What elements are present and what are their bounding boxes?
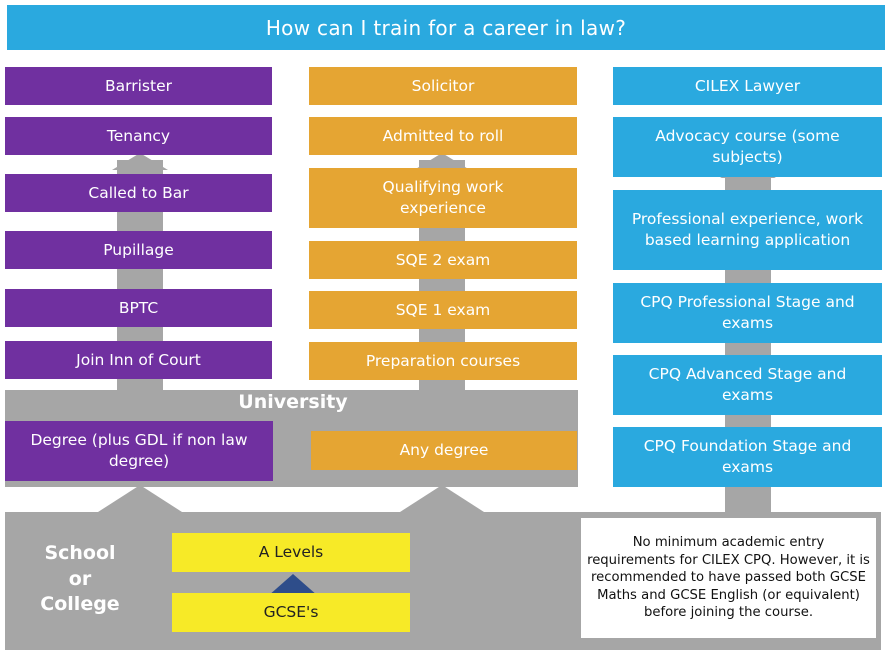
gcse-to-alevels-arrow <box>268 574 318 596</box>
solicitor-step-sqe2: SQE 2 exam <box>309 241 577 279</box>
barrister-step-bptc: BPTC <box>5 289 272 327</box>
barrister-arrow-head <box>112 153 168 170</box>
barrister-step-tenancy: Tenancy <box>5 117 272 155</box>
solicitor-header: Solicitor <box>309 67 577 105</box>
school-to-solicitor-arrow <box>400 485 484 512</box>
solicitor-degree: Any degree <box>311 431 577 470</box>
cilex-step-cpq-foundation: CPQ Foundation Stage and exams <box>613 427 882 487</box>
barrister-step-join-inn: Join Inn of Court <box>5 341 272 379</box>
school-label-line-3: College <box>40 593 120 616</box>
gcse-box: GCSE's <box>172 593 410 632</box>
page-title: How can I train for a career in law? <box>7 5 885 50</box>
cilex-step-professional-experience: Professional experience, work based lear… <box>613 190 882 270</box>
barrister-step-called-to-bar: Called to Bar <box>5 174 272 212</box>
solicitor-step-prep: Preparation courses <box>309 342 577 380</box>
solicitor-step-admitted: Admitted to roll <box>309 117 577 155</box>
cilex-step-advocacy: Advocacy course (some subjects) <box>613 117 882 177</box>
school-label: School or College <box>20 541 140 618</box>
cilex-entry-note: No minimum academic entry requirements f… <box>581 518 876 638</box>
university-label: University <box>238 391 348 413</box>
school-label-line-2: or <box>68 567 92 590</box>
solicitor-arrow-head <box>414 153 470 170</box>
solicitor-step-sqe1: SQE 1 exam <box>309 291 577 329</box>
solicitor-step-work-experience: Qualifying work experience <box>309 168 577 228</box>
barrister-step-pupillage: Pupillage <box>5 231 272 269</box>
a-levels-box: A Levels <box>172 533 410 572</box>
cilex-header: CILEX Lawyer <box>613 67 882 105</box>
barrister-header: Barrister <box>5 67 272 105</box>
cilex-step-cpq-advanced: CPQ Advanced Stage and exams <box>613 355 882 415</box>
school-to-barrister-arrow <box>98 485 182 512</box>
school-label-line-1: School <box>44 542 116 564</box>
cilex-step-cpq-professional: CPQ Professional Stage and exams <box>613 283 882 343</box>
barrister-degree: Degree (plus GDL if non law degree) <box>5 421 273 481</box>
